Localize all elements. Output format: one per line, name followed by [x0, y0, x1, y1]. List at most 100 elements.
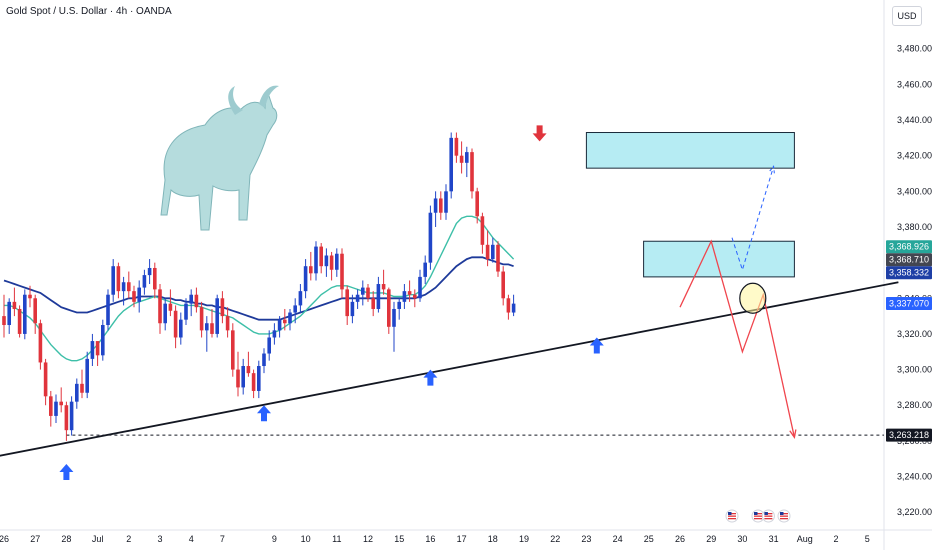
candle-body [376, 284, 381, 309]
x-tick-label: 17 [457, 534, 467, 544]
currency-selector[interactable]: USD [892, 6, 922, 26]
candle-body [491, 244, 495, 260]
x-tick-label: 2 [126, 534, 131, 544]
candle-body [189, 294, 193, 304]
x-tick-label: 3 [157, 534, 162, 544]
projection-path [679, 239, 796, 438]
flag-stripe [728, 513, 736, 515]
candle-body [303, 266, 308, 292]
candle-body [101, 325, 105, 356]
candle-body [236, 369, 240, 388]
candle-body [340, 253, 344, 290]
candle-body [2, 316, 6, 326]
x-tick-label: 7 [220, 534, 225, 544]
x-tick-label: 5 [865, 534, 870, 544]
candle-body [225, 316, 230, 331]
candle-body [168, 303, 173, 311]
x-tick-label: 31 [769, 534, 779, 544]
candle-body [407, 291, 412, 295]
y-tick-label: 3,280.000 [897, 400, 932, 410]
candle-body [309, 266, 313, 274]
candle-body [449, 137, 453, 192]
candle-body [413, 294, 417, 299]
y-tick-label: 3,400.000 [897, 186, 932, 196]
x-tick-label: 26 [675, 534, 685, 544]
x-tick-label: 19 [519, 534, 529, 544]
flag-stripe [780, 515, 788, 517]
candle-body [220, 298, 225, 317]
breakout-circle [739, 282, 767, 314]
candle-body [387, 289, 391, 327]
candle-body [381, 284, 386, 290]
flag-stripe [754, 515, 762, 517]
flag-stripe [754, 513, 762, 515]
y-tick-label: 3,240.000 [897, 472, 932, 482]
x-tick-label: 4 [189, 534, 194, 544]
flag-stripe [764, 518, 773, 520]
bull-horn-left [228, 86, 243, 115]
candle-body [179, 319, 183, 338]
price-tag-label: 3,337.070 [889, 299, 929, 309]
candle-body [85, 358, 89, 393]
us-flag-icon [725, 509, 739, 523]
x-tick-label: 16 [425, 534, 435, 544]
x-tick-label: 27 [30, 534, 40, 544]
candle-body [127, 282, 131, 292]
candle-body [402, 291, 407, 302]
candle-body [246, 366, 251, 374]
x-tick-label: 15 [394, 534, 404, 544]
bull-horn-right [259, 85, 279, 108]
candle-body [106, 294, 110, 326]
x-tick-label: 30 [737, 534, 747, 544]
candle-body [465, 152, 469, 163]
candle-body [506, 298, 511, 313]
candle-body [324, 255, 329, 267]
candle-body [137, 287, 141, 302]
candle-body [288, 312, 292, 324]
candle-body [480, 216, 485, 245]
candle-body [283, 319, 287, 324]
us-flag-icon [761, 509, 775, 523]
x-tick-label: 28 [61, 534, 71, 544]
up-arrow-icon [59, 464, 74, 481]
candle-body [454, 137, 459, 156]
x-tick-label: 10 [301, 534, 311, 544]
candle-body [470, 152, 474, 192]
candle-body [69, 401, 74, 431]
candle-body [496, 244, 500, 272]
candle-body [205, 323, 209, 331]
price-tag-label: 3,368.926 [889, 242, 929, 252]
y-tick-label: 3,320.000 [897, 329, 932, 339]
candle-body [433, 198, 438, 213]
x-tick-label: 29 [706, 534, 716, 544]
up-arrow-icon [589, 337, 604, 354]
price-tag-label: 3,358.332 [889, 268, 929, 278]
candle-body [439, 198, 443, 213]
candle-body [12, 301, 17, 309]
candle-body [54, 401, 58, 416]
candle-body [95, 341, 100, 356]
price-tag [886, 240, 932, 254]
down-arrow-icon [532, 125, 547, 142]
x-tick-label: 11 [332, 534, 341, 544]
price-tag-label: 3,263.218 [889, 430, 929, 440]
flag-stripe [780, 513, 788, 515]
candle-body [17, 308, 22, 334]
supply-zone-lower [643, 240, 795, 278]
candle-body [485, 244, 490, 260]
candle-body [397, 301, 401, 309]
candle-body [355, 294, 360, 302]
slow-moving-average [3, 256, 514, 321]
candle-body [366, 287, 370, 299]
flag-canton [764, 512, 768, 515]
x-tick-label: 25 [644, 534, 654, 544]
candle-body [423, 262, 427, 277]
flag-stripe [764, 515, 773, 517]
x-tick-label: Jul [92, 534, 104, 544]
x-tick-label: Aug [797, 534, 813, 544]
flag-canton [754, 512, 758, 515]
candle-body [350, 301, 355, 317]
candle-body [215, 298, 219, 334]
candle-body [345, 289, 349, 317]
